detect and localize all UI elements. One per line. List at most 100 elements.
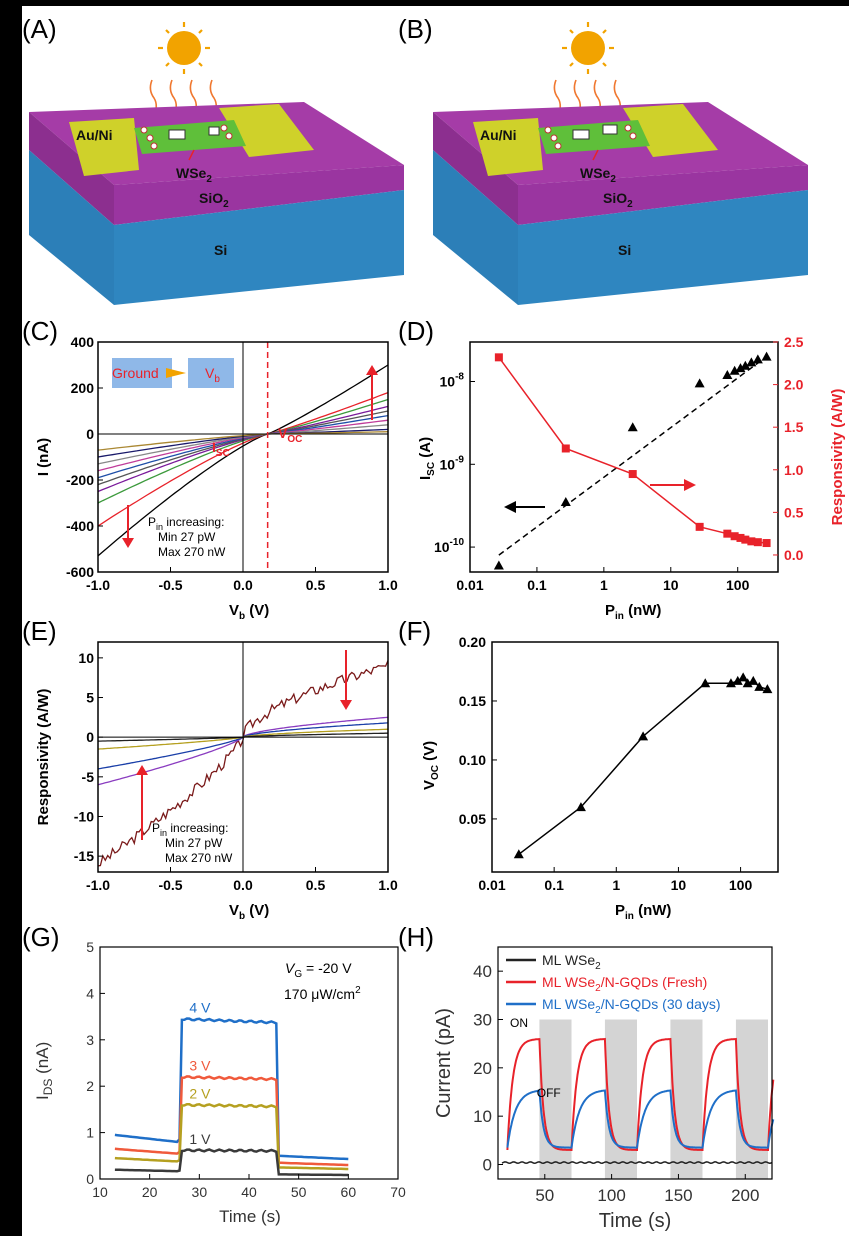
plot-frame — [491, 641, 779, 873]
isc-point — [740, 360, 751, 370]
x-axis-label: Vb (V) — [229, 902, 269, 922]
x-tick-label: 100 — [726, 577, 750, 593]
x-tick-label: -1.0 — [86, 877, 110, 893]
x-tick-label: 1 — [600, 577, 608, 593]
voc-point — [738, 672, 749, 682]
panel-label-a: (A) — [22, 14, 57, 44]
isc-point — [560, 497, 571, 507]
chart-g-ids-time: 4 V 3 V 2 V 1 V 10 20 30 40 50 60 70 0 1 2 3 4 5 VG = -20… — [33, 939, 406, 1226]
y-tick-label: -5 — [82, 769, 95, 785]
y-axis-label: Current (pA) — [433, 1008, 455, 1118]
responsivity-point — [494, 353, 503, 362]
panel-label-d: (D) — [398, 316, 435, 346]
ids-trace — [114, 1102, 349, 1171]
x-axis-label: Time (s) — [219, 1207, 281, 1226]
y-tick-label: 0 — [86, 1171, 94, 1187]
y-tick-label: 20 — [473, 1059, 492, 1078]
x-tick-label: 0.01 — [456, 577, 483, 593]
isc-point — [694, 378, 705, 388]
legend-label: ML WSe2/N-GQDs (30 days) — [542, 996, 721, 1016]
voc-point — [748, 675, 759, 685]
panel-label-f: (F) — [398, 616, 432, 646]
x-axis-label: Pin (nW) — [615, 902, 671, 922]
wse2-flake — [538, 120, 650, 154]
oxide-label: SiO2 — [603, 190, 633, 210]
arrow-head — [366, 365, 378, 375]
isc-point — [735, 363, 746, 373]
y-tick-label: 3 — [86, 1032, 94, 1048]
panel-label-g: (G) — [22, 922, 60, 952]
x-tick-label: 0.5 — [306, 877, 326, 893]
panel-label-c: (C) — [22, 316, 59, 346]
voc-point — [725, 678, 736, 688]
voc-point — [762, 684, 773, 694]
x-tick-label: 0.0 — [233, 877, 253, 893]
silicon-front-face — [29, 150, 114, 305]
voc-line — [518, 676, 768, 855]
y2-tick-label: 1.5 — [784, 419, 804, 435]
y-axis-label: IDS (nA) — [33, 1042, 55, 1100]
y-tick-label: -15 — [74, 848, 94, 864]
y-tick-label: 5 — [86, 690, 94, 706]
arrow-head — [122, 538, 134, 548]
y-tick-label: 10 — [473, 1107, 492, 1126]
y-tick-label: -600 — [66, 564, 94, 580]
bias-label: 1 V — [189, 1131, 211, 1147]
note-line-1: Pin increasing: — [152, 821, 228, 838]
inset-ground-label: Ground — [112, 365, 159, 381]
inset-vb-box — [188, 358, 234, 388]
y-tick-label: 0.10 — [459, 752, 486, 768]
y-axis-label: ISC (A) — [417, 437, 437, 480]
y-tick-label: 0 — [86, 426, 94, 442]
channel-label: WSe2 — [580, 165, 616, 185]
left-border — [0, 0, 22, 1236]
isc-point — [761, 351, 772, 361]
note-line-3: Max 270 nW — [158, 545, 226, 559]
bias-label: 4 V — [189, 1000, 211, 1016]
chart-f-voc: 0.01 0.1 1 10 100 0.05 0.10 0.15 0.20 Pin (nW) VOC… — [421, 634, 779, 922]
inset-flake — [166, 368, 186, 378]
y-tick-label: 10-8 — [440, 372, 465, 390]
y-axis-label: VOC (V) — [421, 741, 441, 790]
silicon-front-face — [433, 150, 518, 305]
sun-icon — [158, 22, 210, 74]
silicon-side-face — [518, 190, 808, 305]
y-tick-label: 0 — [86, 729, 94, 745]
x-axis-label: Vb (V) — [229, 602, 269, 622]
legend-label: ML WSe2 — [542, 952, 601, 972]
voc-point — [513, 849, 524, 859]
y-tick-label: 5 — [86, 939, 94, 955]
y2-tick-label: 1.0 — [784, 462, 804, 478]
arrow-head — [136, 765, 148, 775]
intensity-annotation: 170 μW/cm2 — [284, 985, 361, 1002]
substrate-label: Si — [618, 242, 631, 258]
inset-ground-box — [112, 358, 172, 388]
y-tick-label: 0.05 — [459, 811, 486, 827]
inset-vb-label: Vb — [205, 365, 220, 385]
y-tick-label: 1 — [86, 1125, 94, 1141]
x-tick-label: 0.1 — [544, 877, 564, 893]
arrow-head — [504, 501, 516, 513]
y2-tick-label: 0.5 — [784, 504, 804, 520]
ids-trace — [114, 1017, 349, 1161]
responsivity-point — [730, 532, 739, 541]
voc-label: VOC — [278, 425, 302, 445]
isc-point — [729, 365, 740, 375]
y-tick-label: 0 — [483, 1156, 492, 1175]
oxide-front-face — [29, 112, 114, 225]
voc-point — [732, 675, 743, 685]
top-border — [0, 0, 849, 6]
device-schematic-b: Au/Ni WSe2 SiO2 Si — [433, 22, 808, 305]
responsivity-line — [498, 356, 767, 544]
x-tick-label: 30 — [192, 1184, 208, 1200]
isc-fit-line — [498, 355, 768, 556]
y-axis-label: Responsivity (A/W) — [35, 689, 52, 826]
y2-tick-label: 2.5 — [784, 334, 804, 350]
x-tick-label: 100 — [597, 1186, 625, 1205]
responsivity-point — [741, 535, 750, 544]
x-tick-label: 70 — [390, 1184, 406, 1200]
panel-label-h: (H) — [398, 922, 435, 952]
x-axis-label: Pin (nW) — [605, 602, 661, 622]
ids-trace — [114, 1148, 349, 1177]
